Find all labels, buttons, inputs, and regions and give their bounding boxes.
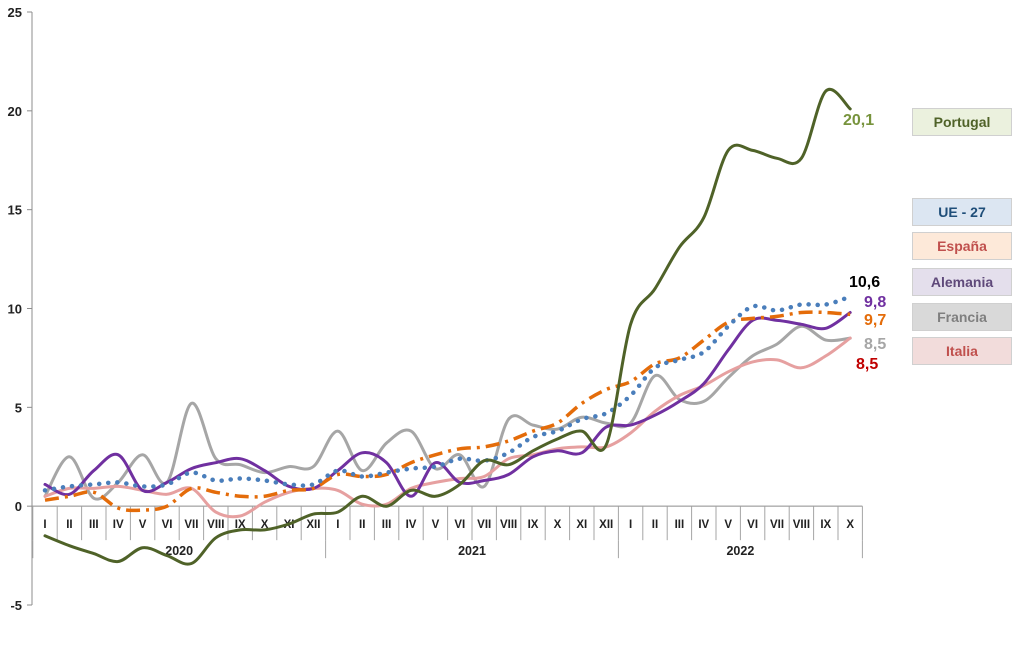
y-tick-label: 20	[8, 104, 22, 119]
month-tick-label: I	[629, 519, 632, 531]
month-tick-label: XI	[576, 519, 587, 531]
month-tick-label: IX	[820, 519, 831, 531]
month-tick-label: II	[652, 519, 658, 531]
month-tick-label: I	[336, 519, 339, 531]
month-tick-label: X	[261, 519, 269, 531]
end-label-italia: 8,5	[856, 356, 878, 373]
year-label: 2020	[165, 544, 193, 558]
series-lines	[42, 87, 853, 566]
month-tick-label: III	[89, 519, 99, 531]
month-tick-label: XII	[599, 519, 613, 531]
y-tick-label: 0	[15, 499, 22, 514]
y-tick-label: 15	[8, 203, 22, 218]
month-tick-label: VII	[770, 519, 784, 531]
x-axis: I II III IV V VI VII VIII IX X XI XII I II III IV V VI VII…	[32, 505, 863, 559]
end-labels: 20,1 10,6 9,79,8 8,5 8,5	[843, 112, 886, 373]
month-tick-label: IV	[406, 519, 417, 531]
month-tick-label: VIII	[500, 519, 517, 531]
legend-item-francia: Francia	[912, 303, 1012, 331]
series-line-ue-27	[42, 294, 853, 493]
month-tick-label: II	[359, 519, 365, 531]
series-line-italia	[43, 336, 852, 519]
end-label-francia: 8,5	[864, 336, 886, 353]
month-tick-label: VII	[477, 519, 491, 531]
month-tick-label: IV	[698, 519, 709, 531]
y-axis: -5 0 5 10 15 20 25	[8, 5, 33, 613]
year-label: 2022	[726, 544, 754, 558]
month-tick-label: XII	[306, 519, 320, 531]
series-line-portugal	[43, 87, 852, 566]
month-tick-label: IX	[235, 519, 246, 531]
end-label-espa-a: 9,7	[864, 312, 886, 329]
end-label-alemania: 9,8	[864, 294, 886, 311]
y-tick-label: 10	[8, 302, 22, 317]
series-line-alemania	[43, 311, 852, 498]
month-tick-label: IX	[528, 519, 539, 531]
month-tick-label: X	[846, 519, 854, 531]
legend-item-portugal: Portugal	[912, 108, 1012, 136]
month-tick-label: V	[724, 519, 732, 531]
year-label: 2021	[458, 544, 486, 558]
y-tick-label: 5	[15, 400, 22, 415]
month-tick-label: X	[554, 519, 562, 531]
legend-item-ue-27: UE - 27	[912, 198, 1012, 226]
month-tick-label: VIII	[207, 519, 224, 531]
series-line-francia	[43, 324, 852, 501]
month-tick-label: V	[139, 519, 147, 531]
month-tick-label: V	[432, 519, 440, 531]
month-tick-label: VIII	[793, 519, 810, 531]
month-tick-label: VII	[184, 519, 198, 531]
month-tick-label: III	[675, 519, 685, 531]
y-tick-label: -5	[10, 598, 22, 613]
series-line-espa-a	[44, 310, 851, 513]
month-tick-label: VI	[747, 519, 758, 531]
y-tick-label: 25	[8, 5, 22, 20]
legend-item-italia: Italia	[912, 337, 1012, 365]
legend-item-espa-a: España	[912, 232, 1012, 260]
month-tick-label: III	[382, 519, 392, 531]
month-tick-label: I	[43, 519, 46, 531]
end-label-portugal: 20,1	[843, 112, 874, 129]
month-tick-label: VI	[454, 519, 465, 531]
end-label-ue-27: 10,6	[849, 274, 880, 291]
month-tick-label: II	[66, 519, 72, 531]
legend-item-alemania: Alemania	[912, 268, 1012, 296]
month-tick-label: VI	[162, 519, 173, 531]
month-tick-label: IV	[113, 519, 124, 531]
